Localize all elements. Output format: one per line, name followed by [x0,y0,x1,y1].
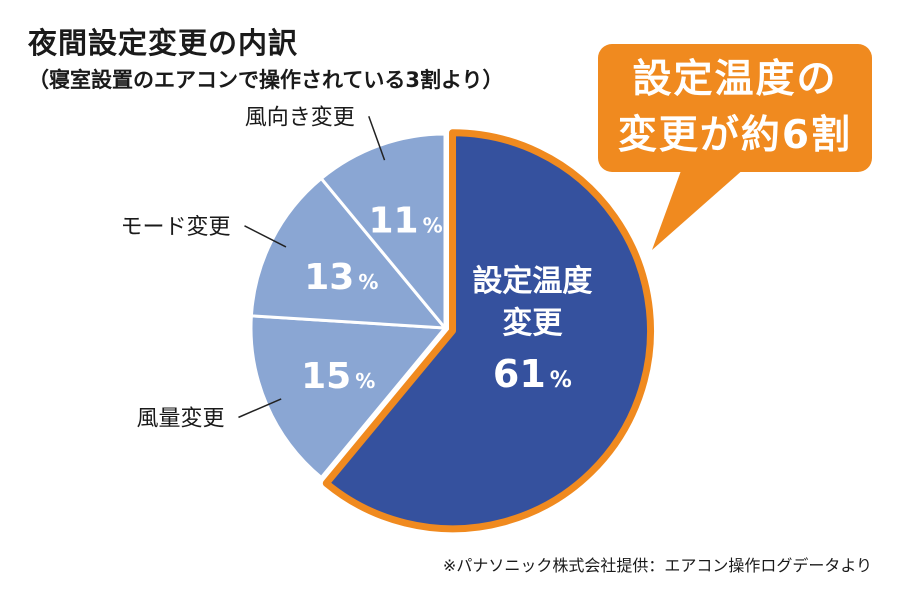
chart-subtitle: （寝室設置のエアコンで操作されている3割より） [28,68,504,92]
slice-value-label-3: 11% [368,200,442,241]
pie-slice-0-highlighted [322,129,654,533]
slice-value-label-2: 13% [304,257,378,298]
source-note: ※パナソニック株式会社提供：エアコン操作ログデータより [442,556,872,575]
chart-title: 夜間設定変更の内訳 [28,26,299,60]
callout-box: 設定温度の 変更が約6割 [598,44,872,172]
slice-value-text-1: 15% [301,356,375,397]
category-label-3: 風向き変更 [245,105,355,130]
slice-value-text-2: 13% [304,257,378,298]
highlight-value-label: 61% [493,352,572,396]
callout-line-2: 変更が約6割 [617,113,853,158]
slice-value-text-3: 11% [368,200,442,241]
highlight-category-label-1: 変更 [502,306,563,341]
category-label-1: 風量変更 [136,406,224,431]
leader-line-2 [244,225,287,248]
category-label-2: モード変更 [120,215,230,240]
slice-value-label-1: 15% [301,356,375,397]
leader-line-3 [368,116,386,161]
leader-line-1 [238,398,282,419]
highlight-category-label-0: 設定温度 [472,264,592,299]
callout-line-1: 設定温度の [632,57,838,102]
